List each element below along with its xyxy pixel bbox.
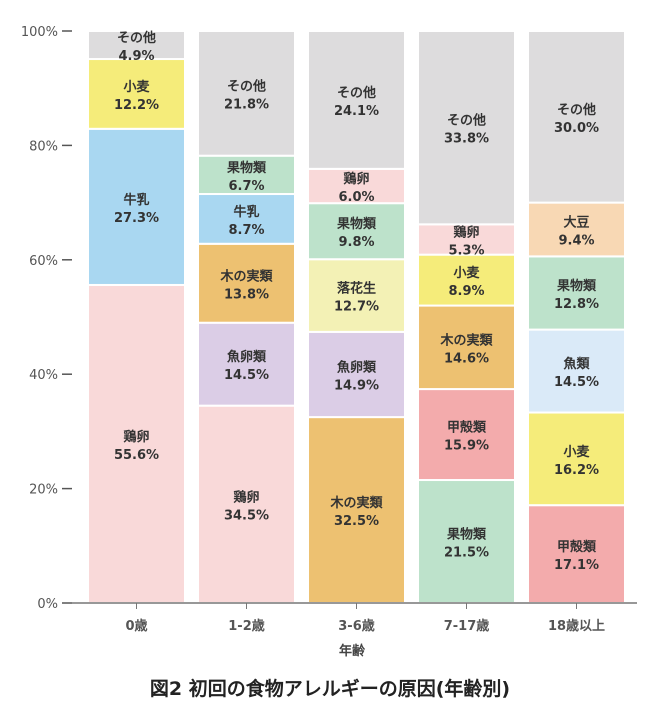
- bar-segment: [197, 30, 296, 157]
- y-tick-label: 40%: [29, 368, 58, 383]
- segment-value-label: 8.7%: [228, 223, 264, 238]
- segment-category-label: 牛乳: [233, 204, 259, 220]
- segment-category-label: 鶏卵: [233, 489, 259, 505]
- segment-value-label: 14.6%: [444, 351, 489, 366]
- segment-category-label: 甲殻類: [557, 539, 597, 555]
- segment-value-label: 55.6%: [114, 448, 159, 463]
- bar-segment: [307, 202, 406, 261]
- bar-segment: [307, 30, 406, 170]
- bar-segment: [417, 479, 516, 604]
- x-axis: 年齢 0歳 1-2歳 3-6歳 7-17歳 18歳以上: [72, 602, 637, 659]
- segment-value-label: 21.8%: [224, 97, 269, 112]
- bars: 鶏卵 55.6% 牛乳 27.3% 小麦 12.2% その他 4.9% 鶏卵 34.5% 魚卵類 14…: [87, 30, 626, 604]
- bar-segment: [527, 30, 626, 204]
- segment-category-label: その他: [447, 113, 486, 129]
- bar-segment: [87, 58, 186, 130]
- segment-category-label: 鶏卵: [453, 224, 479, 240]
- y-axis: 0% 20% 40% 60% 80% 100%: [21, 25, 72, 612]
- bar-segment: [527, 328, 626, 414]
- segment-value-label: 6.0%: [338, 190, 374, 205]
- segment-category-label: 小麦: [453, 265, 480, 281]
- segment-value-label: 6.7%: [228, 179, 264, 194]
- segment-category-label: 甲殻類: [447, 420, 487, 436]
- segment-category-label: 大豆: [563, 214, 589, 230]
- stacked-bar-chart: 0% 20% 40% 60% 80% 100% 鶏卵 55.6% 牛乳 27.3% 小麦 12.2%…: [21, 25, 637, 659]
- bar-segment: [87, 127, 186, 286]
- segment-value-label: 24.1%: [334, 104, 379, 119]
- segment-value-label: 14.9%: [334, 378, 379, 393]
- segment-category-label: 落花生: [337, 281, 376, 297]
- segment-category-label: その他: [227, 78, 266, 94]
- bar-stack: 鶏卵 55.6% 牛乳 27.3% 小麦 12.2% その他 4.9%: [87, 30, 186, 604]
- segment-value-label: 16.2%: [554, 463, 599, 478]
- segment-value-label: 12.7%: [334, 300, 379, 315]
- segment-category-label: 木の実類: [219, 268, 273, 284]
- segment-category-label: 果物類: [226, 160, 267, 176]
- y-tick-label: 80%: [29, 139, 58, 154]
- segment-value-label: 14.5%: [224, 368, 269, 383]
- bar-segment: [417, 223, 516, 256]
- bar-stack: 鶏卵 34.5% 魚卵類 14.5% 木の実類 13.8% 牛乳 8.7% 果物類 6.7% その他…: [197, 30, 296, 604]
- segment-category-label: その他: [117, 30, 156, 46]
- segment-value-label: 33.8%: [444, 132, 489, 147]
- segment-value-label: 32.5%: [334, 514, 379, 529]
- y-tick-label: 0%: [37, 597, 58, 612]
- segment-value-label: 5.3%: [448, 243, 484, 258]
- segment-value-label: 34.5%: [224, 508, 269, 523]
- segment-value-label: 12.8%: [554, 297, 599, 312]
- segment-category-label: 果物類: [336, 216, 377, 232]
- segment-category-label: その他: [557, 102, 596, 118]
- segment-category-label: 木の実類: [439, 332, 493, 348]
- bar-segment: [527, 255, 626, 331]
- segment-category-label: 魚卵類: [337, 359, 377, 375]
- y-tick-label: 60%: [29, 254, 58, 269]
- segment-value-label: 30.0%: [554, 121, 599, 136]
- segment-value-label: 9.4%: [558, 233, 594, 248]
- y-tick-label: 20%: [29, 483, 58, 498]
- bar-stack: 木の実類 32.5% 魚卵類 14.9% 落花生 12.7% 果物類 9.8% 鶏卵 6.0% その…: [307, 30, 406, 604]
- segment-category-label: 牛乳: [123, 192, 149, 208]
- segment-value-label: 15.9%: [444, 439, 489, 454]
- bar-segment: [197, 404, 296, 604]
- bar-segment: [417, 304, 516, 391]
- segment-value-label: 13.8%: [224, 287, 269, 302]
- bar-segment: [307, 416, 406, 604]
- bar-segment: [307, 167, 406, 205]
- segment-value-label: 12.2%: [114, 98, 159, 113]
- segment-category-label: 魚類: [563, 356, 590, 372]
- x-category-label: 18歳以上: [548, 618, 605, 634]
- bar-stack: 果物類 21.5% 甲殻類 15.9% 木の実類 14.6% 小麦 8.9% 鶏卵 5.3% その他…: [417, 30, 516, 604]
- segment-value-label: 14.5%: [554, 375, 599, 390]
- segment-value-label: 27.3%: [114, 211, 159, 226]
- segment-value-label: 17.1%: [554, 558, 599, 573]
- segment-value-label: 8.9%: [448, 284, 484, 299]
- x-category-label: 1-2歳: [228, 618, 265, 634]
- bar-segment: [527, 504, 626, 604]
- segment-category-label: その他: [337, 85, 376, 101]
- segment-value-label: 21.5%: [444, 546, 489, 561]
- segment-category-label: 木の実類: [329, 495, 383, 511]
- y-tick-label: 100%: [21, 25, 58, 40]
- bar-segment: [417, 30, 516, 226]
- segment-category-label: 魚卵類: [227, 349, 267, 365]
- segment-category-label: 果物類: [556, 278, 597, 294]
- bar-segment: [87, 30, 186, 61]
- segment-category-label: 鶏卵: [343, 171, 369, 187]
- segment-category-label: 小麦: [563, 444, 590, 460]
- segment-value-label: 9.8%: [338, 235, 374, 250]
- bar-segment: [307, 258, 406, 333]
- segment-category-label: 鶏卵: [123, 429, 149, 445]
- bar-segment: [197, 193, 296, 245]
- segment-category-label: 果物類: [446, 527, 487, 543]
- x-axis-label: 年齢: [339, 643, 366, 659]
- x-category-label: 0歳: [125, 618, 147, 634]
- x-category-label: 3-6歳: [338, 618, 375, 634]
- segment-value-label: 4.9%: [118, 49, 154, 64]
- bar-segment: [197, 321, 296, 407]
- bar-segment: [197, 242, 296, 324]
- figure-caption: 図2 初回の食物アレルギーの原因(年齢別): [149, 678, 511, 700]
- bar-stack: 甲殻類 17.1% 小麦 16.2% 魚類 14.5% 果物類 12.8% 大豆 9.4% その他 3…: [527, 30, 626, 604]
- x-category-label: 7-17歳: [444, 618, 490, 634]
- segment-category-label: 小麦: [123, 79, 150, 95]
